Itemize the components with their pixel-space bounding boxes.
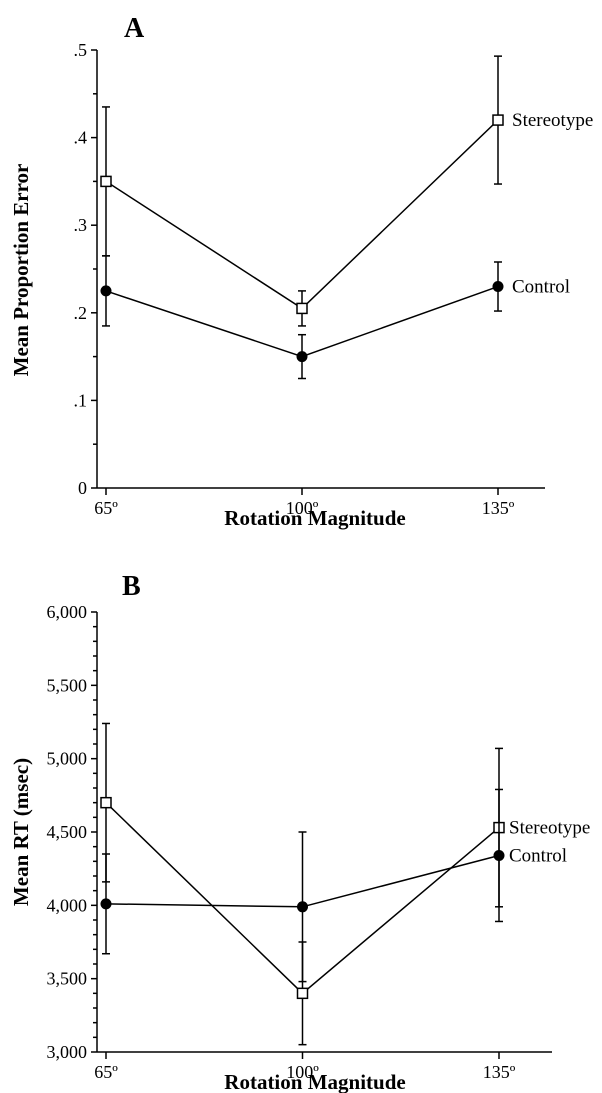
panel-a-stereotype-point	[492, 114, 504, 126]
panel-a-y-tick-label: .1	[74, 390, 88, 410]
panel-b-x-tick-label: 65º	[94, 1062, 118, 1082]
panel-b-y-tick-label: 6,000	[47, 602, 88, 622]
panel-a-x-axis-title: Rotation Magnitude	[224, 506, 405, 530]
panel-b-y-tick-label: 5,000	[47, 749, 88, 769]
panel-b-y-tick-label: 4,000	[47, 895, 88, 915]
panel-a-y-tick-label: .2	[74, 303, 88, 323]
panel-a-y-tick-label: .5	[74, 40, 88, 60]
panel-a-x-tick-label: 65º	[94, 498, 118, 518]
panel-b-y-tick-label: 5,500	[47, 675, 88, 695]
panel-a: A Mean Proportion Error Rotation Magnitu…	[9, 13, 593, 530]
panel-a-stereotype-line	[105, 119, 499, 310]
panel-b: B Mean RT (msec) Rotation Magnitude 3,00…	[9, 571, 590, 1093]
panel-b-x-tick-label: 100º	[286, 1062, 319, 1082]
panel-b-y-tick-label: 4,500	[47, 822, 88, 842]
panel-b-y-tick-label: 3,500	[47, 969, 88, 989]
panel-a-y-tick-label: 0	[78, 478, 87, 498]
panel-b-y-tick-label: 3,000	[47, 1042, 88, 1062]
panel-b-stereotype-point	[296, 987, 309, 1000]
panel-b-label: B	[122, 571, 141, 602]
panel-b-control-point	[297, 901, 308, 913]
panel-a-x-tick-label: 100º	[286, 498, 319, 518]
panel-b-ticks: 3,000 3,500 4,000 4,500 5,000 5,500 6,000 65º 10…	[47, 602, 516, 1082]
panel-a-ticks: 0 .1 .2 .3 .4 .5 65º 100º 135º	[74, 40, 515, 518]
panel-b-x-tick-label: 135º	[483, 1062, 516, 1082]
panel-a-legend-control: Control	[512, 277, 570, 298]
panel-b-y-axis-title: Mean RT (msec)	[9, 758, 33, 906]
panel-b-control-point	[493, 849, 505, 861]
panel-a-control-point	[492, 281, 504, 293]
panel-b-control-point	[100, 898, 112, 910]
panel-a-legend-stereotype: Stereotype	[512, 110, 593, 131]
panel-a-x-tick-label: 135º	[482, 498, 515, 518]
panel-b-legend-stereotype: Stereotype	[509, 818, 590, 839]
panel-a-control-point	[100, 285, 112, 297]
panel-a-y-tick-label: .3	[74, 215, 88, 235]
panel-b-marks: Stereotype Control	[100, 722, 590, 1046]
panel-b-legend-control: Control	[509, 845, 567, 866]
panel-b-x-axis-title: Rotation Magnitude	[224, 1070, 405, 1093]
panel-a-control-point	[296, 351, 308, 363]
panel-a-y-tick-label: .4	[74, 128, 88, 148]
panel-a-marks: Stereotype Control	[100, 55, 593, 380]
panel-b-stereotype-point	[100, 796, 112, 809]
panel-a-stereotype-point	[296, 302, 308, 315]
panel-a-stereotype-point	[100, 175, 112, 188]
panel-a-y-axis-title: Mean Proportion Error	[9, 164, 33, 377]
panel-a-label: A	[124, 13, 145, 44]
